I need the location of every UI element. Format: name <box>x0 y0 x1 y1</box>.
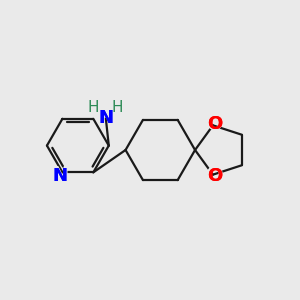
Text: N: N <box>97 109 115 128</box>
Text: H: H <box>111 100 123 115</box>
Text: N: N <box>52 167 68 185</box>
Text: O: O <box>207 115 222 133</box>
Text: O: O <box>207 167 222 185</box>
Text: O: O <box>207 167 222 185</box>
Text: O: O <box>206 114 223 134</box>
Text: O: O <box>206 166 223 186</box>
Text: N: N <box>98 110 113 128</box>
Text: N: N <box>51 166 69 186</box>
Text: O: O <box>207 115 222 133</box>
Text: N: N <box>98 110 113 128</box>
Text: H: H <box>88 100 99 115</box>
Text: N: N <box>52 167 68 185</box>
